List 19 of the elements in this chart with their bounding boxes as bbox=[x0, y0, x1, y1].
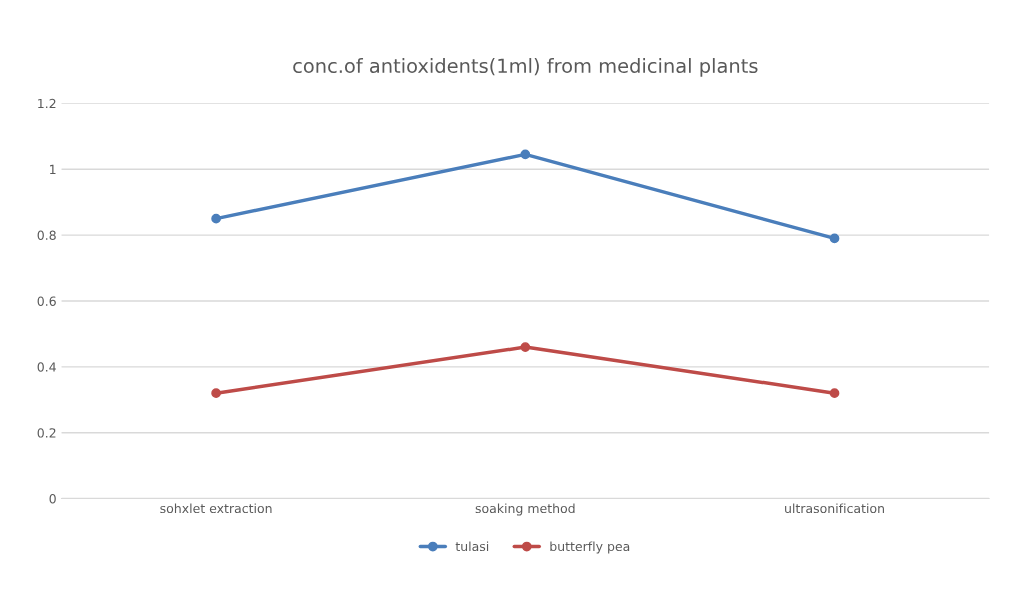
point bbox=[829, 233, 840, 244]
y-tick-label: 0.4 bbox=[37, 362, 56, 372]
point bbox=[829, 388, 840, 399]
y-tick-label: 0 bbox=[49, 494, 56, 504]
x-tick-label: soaking method bbox=[475, 503, 575, 516]
chart-title: conc.of antioxidents(1ml) from medicinal plants bbox=[293, 58, 758, 77]
y-tick-label: 0.8 bbox=[37, 230, 56, 241]
legend-label: tulasi bbox=[455, 541, 489, 552]
legend-label: butterfly pea bbox=[550, 541, 630, 554]
point bbox=[520, 149, 531, 160]
y-tick-label: 1.2 bbox=[38, 98, 56, 109]
y-tick-label: 0.2 bbox=[37, 428, 56, 438]
y-tick-label: 1 bbox=[50, 164, 56, 174]
y-tick-label: 0.6 bbox=[37, 296, 56, 306]
point bbox=[520, 342, 531, 352]
x-tick-label: sohxlet extraction bbox=[160, 503, 272, 514]
point bbox=[211, 213, 221, 224]
point bbox=[211, 388, 221, 399]
x-tick-label: ultrasonification bbox=[785, 503, 884, 514]
